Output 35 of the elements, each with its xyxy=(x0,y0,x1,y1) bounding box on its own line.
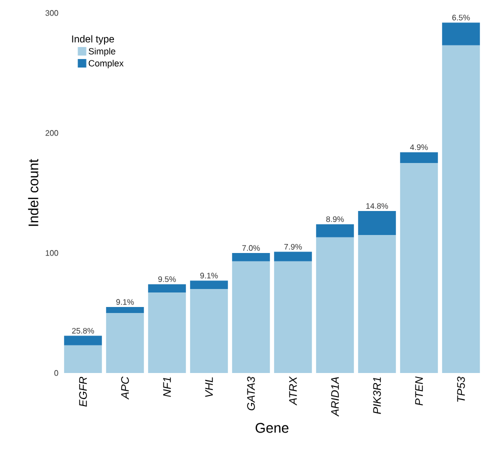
x-tick-label: VHL xyxy=(205,377,213,397)
bar xyxy=(232,253,270,262)
bar xyxy=(106,307,144,313)
x-tick-label: GATA3 xyxy=(247,376,255,410)
x-tick-label: TP53 xyxy=(457,376,465,402)
y-axis-title: Indel count xyxy=(28,158,38,226)
legend-label: Simple xyxy=(88,48,116,56)
bar xyxy=(274,261,312,373)
bar xyxy=(148,284,186,293)
bar xyxy=(148,292,186,373)
bar xyxy=(64,345,102,373)
bar xyxy=(190,280,228,289)
legend-title: Indel type xyxy=(72,35,114,44)
x-tick-label: ARID1A xyxy=(331,377,339,417)
x-tick-label: EGFR xyxy=(79,376,87,407)
x-tick-label: ATRX xyxy=(289,376,297,406)
bar xyxy=(400,152,438,163)
x-tick-label: NF1 xyxy=(163,377,171,397)
bar xyxy=(442,45,480,373)
bar xyxy=(316,237,354,373)
bar xyxy=(400,162,438,373)
x-axis-title: Gene xyxy=(256,422,288,433)
legend-label: Complex xyxy=(88,60,124,68)
bar xyxy=(274,252,312,262)
x-tick-label: PIK3R1 xyxy=(373,377,381,414)
x-tick-label: PTEN xyxy=(415,376,423,406)
bar xyxy=(358,211,396,235)
bar xyxy=(232,261,270,373)
bar xyxy=(358,235,396,373)
bar xyxy=(442,22,480,46)
x-tick-label: APC xyxy=(121,376,129,400)
bar xyxy=(106,313,144,373)
bar xyxy=(64,336,102,346)
bar xyxy=(316,224,354,238)
bar xyxy=(190,289,228,373)
